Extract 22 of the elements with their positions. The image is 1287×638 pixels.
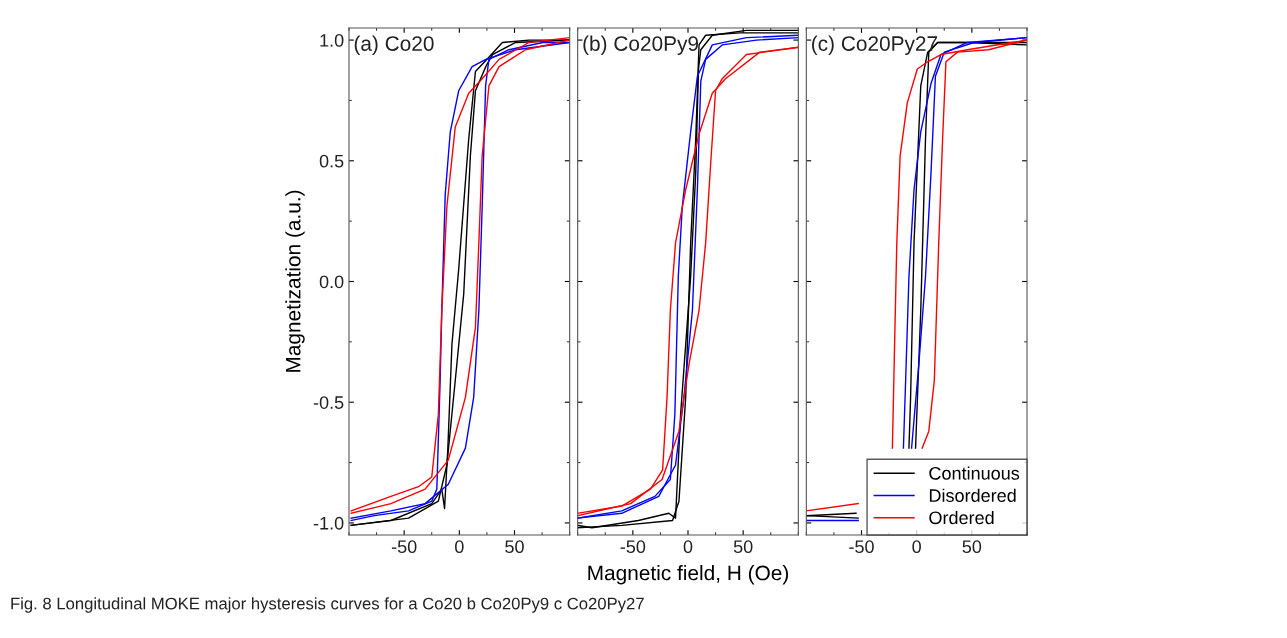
x-tick-label: 50: [733, 540, 753, 554]
annotation: (a) Co20: [354, 35, 434, 56]
y-tick-label: -1.0: [313, 516, 344, 530]
legend-label: Continuous: [929, 466, 1020, 480]
y-tick-label: 0.0: [319, 275, 344, 289]
x-tick-label: -50: [620, 540, 646, 554]
annotation: (b) Co20Py9: [583, 35, 699, 56]
y-tick-label: -0.5: [313, 396, 344, 409]
legend-label: Disordered: [929, 488, 1016, 502]
caption: Fig. 8 Longitudinal MOKE major hysteresis curves for a Co20 b Co20Py9 c Co20Py27: [11, 597, 644, 613]
x-tick-label: 0: [455, 540, 464, 554]
x-tick-label: 50: [962, 540, 982, 554]
y-tick-label: 1.0: [320, 34, 344, 47]
x-tick-label: -50: [849, 540, 874, 554]
x-tick-label: -50: [391, 540, 417, 554]
x-tick-label: 0: [683, 540, 693, 554]
y-tick-label: 0.5: [319, 154, 344, 168]
x-axis-title: Magnetic field, H (Oe): [588, 565, 789, 585]
legend-label: Ordered: [929, 510, 994, 525]
x-tick-label: 50: [505, 540, 524, 554]
x-tick-label: 0: [912, 540, 921, 554]
y-axis-title: Magnetization (a.u.): [285, 190, 305, 372]
